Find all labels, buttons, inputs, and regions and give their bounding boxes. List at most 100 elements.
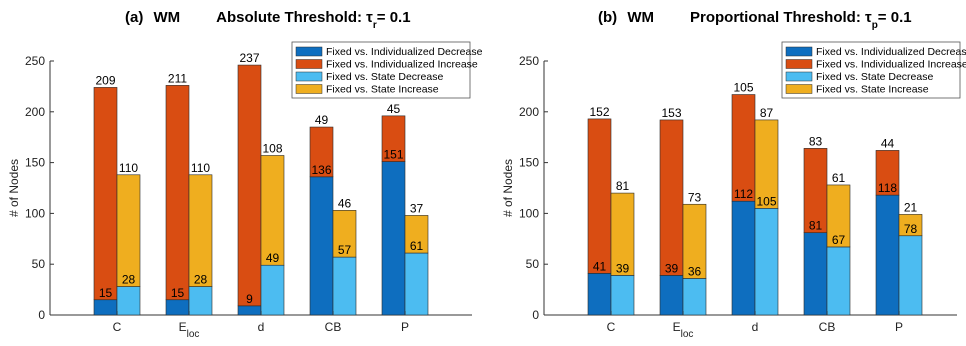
- y-tick-label: 150: [519, 156, 539, 170]
- data-label-state-increase: 108: [262, 141, 282, 155]
- bar-state-decrease: [826, 246, 851, 316]
- data-label-ind-decrease: 118: [878, 181, 897, 195]
- data-label-ind-increase: 105: [733, 81, 753, 95]
- data-label-ind-increase: 209: [95, 73, 115, 87]
- bar-state-increase: [332, 210, 357, 258]
- data-label-ind-increase: 83: [809, 134, 823, 148]
- data-label-state-decrease: 105: [756, 194, 776, 208]
- bar-state-increase: [610, 192, 635, 276]
- legend-entry: Fixed vs. State Increase: [816, 84, 929, 96]
- data-label-ind-decrease: 136: [311, 163, 331, 177]
- bar-state-decrease: [116, 286, 141, 316]
- data-label-ind-decrease: 112: [734, 187, 753, 201]
- legend-swatch: [785, 46, 813, 57]
- data-label-state-decrease: 49: [266, 251, 280, 265]
- y-tick-label: 100: [25, 206, 45, 220]
- data-label-ind-decrease: 41: [593, 259, 607, 273]
- legend-entry: Fixed vs. Individualized Decrease: [816, 46, 966, 58]
- y-tick-label: 0: [532, 308, 539, 322]
- y-tick-label: 200: [519, 105, 539, 119]
- bar-ind-increase: [875, 150, 900, 196]
- data-label-ind-increase: 211: [168, 71, 187, 85]
- x-tick-label: P: [895, 320, 903, 334]
- bar-ind-decrease: [875, 194, 900, 316]
- data-label-ind-increase: 152: [589, 105, 609, 119]
- bar-ind-decrease: [165, 299, 190, 316]
- legend-swatch: [295, 84, 323, 94]
- bar-state-decrease: [754, 208, 779, 316]
- x-tick-label: C: [607, 320, 616, 334]
- bar-state-decrease: [682, 278, 707, 316]
- bar-state-decrease: [404, 252, 429, 316]
- x-tick-label: d: [752, 320, 759, 334]
- bar-ind-increase: [731, 94, 756, 202]
- legend-swatch: [785, 84, 813, 94]
- y-tick-label: 100: [519, 206, 539, 220]
- data-label-state-decrease: 28: [194, 273, 208, 287]
- bar-ind-increase: [587, 118, 612, 274]
- data-label-ind-increase: 153: [661, 106, 681, 120]
- data-label-state-decrease: 39: [616, 261, 630, 275]
- bar-ind-decrease: [587, 273, 612, 316]
- data-label-state-increase: 21: [904, 200, 918, 214]
- y-axis-label: # of Nodes: [7, 159, 21, 217]
- y-tick-label: 250: [519, 54, 539, 68]
- bar-state-increase: [116, 174, 141, 287]
- x-tick-label: CB: [325, 320, 342, 334]
- x-tick-label: d: [258, 320, 265, 334]
- bar-state-decrease: [260, 264, 285, 316]
- legend-entry: Fixed vs. Individualized Increase: [816, 59, 966, 71]
- data-label-state-increase: 73: [688, 190, 702, 204]
- bar-ind-increase: [93, 87, 118, 301]
- bar-state-increase: [260, 155, 285, 266]
- bar-ind-increase: [165, 85, 190, 301]
- data-label-ind-increase: 45: [387, 102, 401, 116]
- bar-state-increase: [754, 119, 779, 209]
- chart-title: (b) WM Proportional Threshold: τp= 0.1: [598, 9, 912, 31]
- bar-state-decrease: [332, 256, 357, 316]
- chart-title: (a) WM Absolute Threshold: τr= 0.1: [125, 9, 411, 31]
- y-tick-label: 50: [32, 257, 46, 271]
- data-label-state-increase: 46: [338, 196, 352, 210]
- data-label-ind-increase: 49: [315, 113, 329, 127]
- data-label-state-increase: 61: [832, 171, 846, 185]
- x-tick-label: Eloc: [179, 320, 200, 340]
- legend-swatch: [785, 71, 813, 82]
- y-axis-label: # of Nodes: [501, 159, 515, 217]
- y-tick-label: 200: [25, 105, 45, 119]
- bar-ind-increase: [309, 126, 334, 178]
- bar-state-increase: [682, 203, 707, 279]
- y-tick-label: 50: [526, 257, 540, 271]
- x-tick-label: P: [401, 320, 409, 334]
- data-label-ind-decrease: 15: [171, 286, 185, 300]
- data-label-state-increase: 110: [191, 161, 210, 175]
- bar-ind-increase: [659, 119, 684, 276]
- legend-entry: Fixed vs. State Decrease: [326, 71, 443, 83]
- data-label-ind-decrease: 39: [665, 261, 679, 275]
- bar-state-decrease: [188, 286, 213, 316]
- x-tick-label: CB: [819, 320, 836, 334]
- bar-ind-decrease: [803, 232, 828, 316]
- legend-entry: Fixed vs. Individualized Decrease: [326, 46, 483, 58]
- data-label-state-increase: 110: [119, 161, 138, 175]
- bar-state-decrease: [898, 235, 923, 316]
- y-tick-label: 0: [38, 308, 45, 322]
- legend-swatch: [785, 59, 813, 69]
- data-label-ind-decrease: 15: [99, 286, 113, 300]
- legend-entry: Fixed vs. State Decrease: [816, 71, 933, 83]
- data-label-state-increase: 81: [616, 179, 630, 193]
- data-label-ind-decrease: 9: [246, 292, 253, 306]
- data-label-ind-decrease: 151: [383, 148, 403, 162]
- data-label-state-decrease: 78: [904, 222, 918, 236]
- legend-entry: Fixed vs. Individualized Increase: [326, 59, 478, 71]
- bar-ind-decrease: [237, 305, 262, 316]
- legend-swatch: [295, 71, 323, 82]
- bar-ind-increase: [237, 64, 262, 307]
- legend-swatch: [295, 59, 323, 69]
- bar-ind-decrease: [659, 275, 684, 316]
- bar-ind-decrease: [381, 161, 406, 316]
- bar-ind-decrease: [309, 176, 334, 316]
